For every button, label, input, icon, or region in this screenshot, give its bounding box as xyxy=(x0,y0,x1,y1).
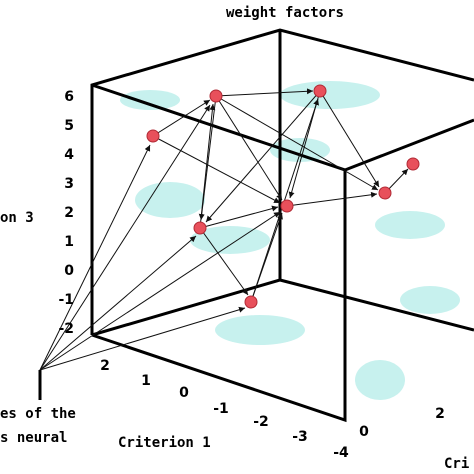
network-nodes xyxy=(146,84,420,309)
title: weight factors xyxy=(226,5,344,21)
vertical-tick: 1 xyxy=(64,234,74,250)
depth-tick: 2 xyxy=(100,358,110,374)
vertical-tick: 3 xyxy=(64,176,74,192)
vertical-tick: 0 xyxy=(64,263,74,279)
depth-tick: -2 xyxy=(253,414,269,430)
vertical-tick: -2 xyxy=(58,321,74,337)
annotation: es of the xyxy=(0,406,76,422)
vertical-tick: 5 xyxy=(64,118,74,134)
vertical-tick: -1 xyxy=(58,292,74,308)
depth-tick: -4 xyxy=(333,445,349,461)
horizontal-label: Cri xyxy=(444,456,469,472)
depth-label: Criterion 1 xyxy=(118,435,211,451)
vertical-tick: 6 xyxy=(64,89,74,105)
annotation: s neural xyxy=(0,430,67,446)
network-edges xyxy=(39,88,409,371)
depth-tick: -3 xyxy=(292,429,308,445)
vertical-tick: 2 xyxy=(64,205,74,221)
horizontal-tick: 0 xyxy=(359,424,369,440)
depth-tick: -1 xyxy=(213,401,229,417)
vertical-label: on 3 xyxy=(0,210,34,226)
depth-tick: 0 xyxy=(179,385,189,401)
cube xyxy=(90,28,474,423)
depth-tick: 1 xyxy=(141,373,151,389)
vertical-tick: 4 xyxy=(64,147,74,163)
horizontal-tick: 2 xyxy=(435,406,445,422)
scatter-clouds xyxy=(120,81,460,400)
